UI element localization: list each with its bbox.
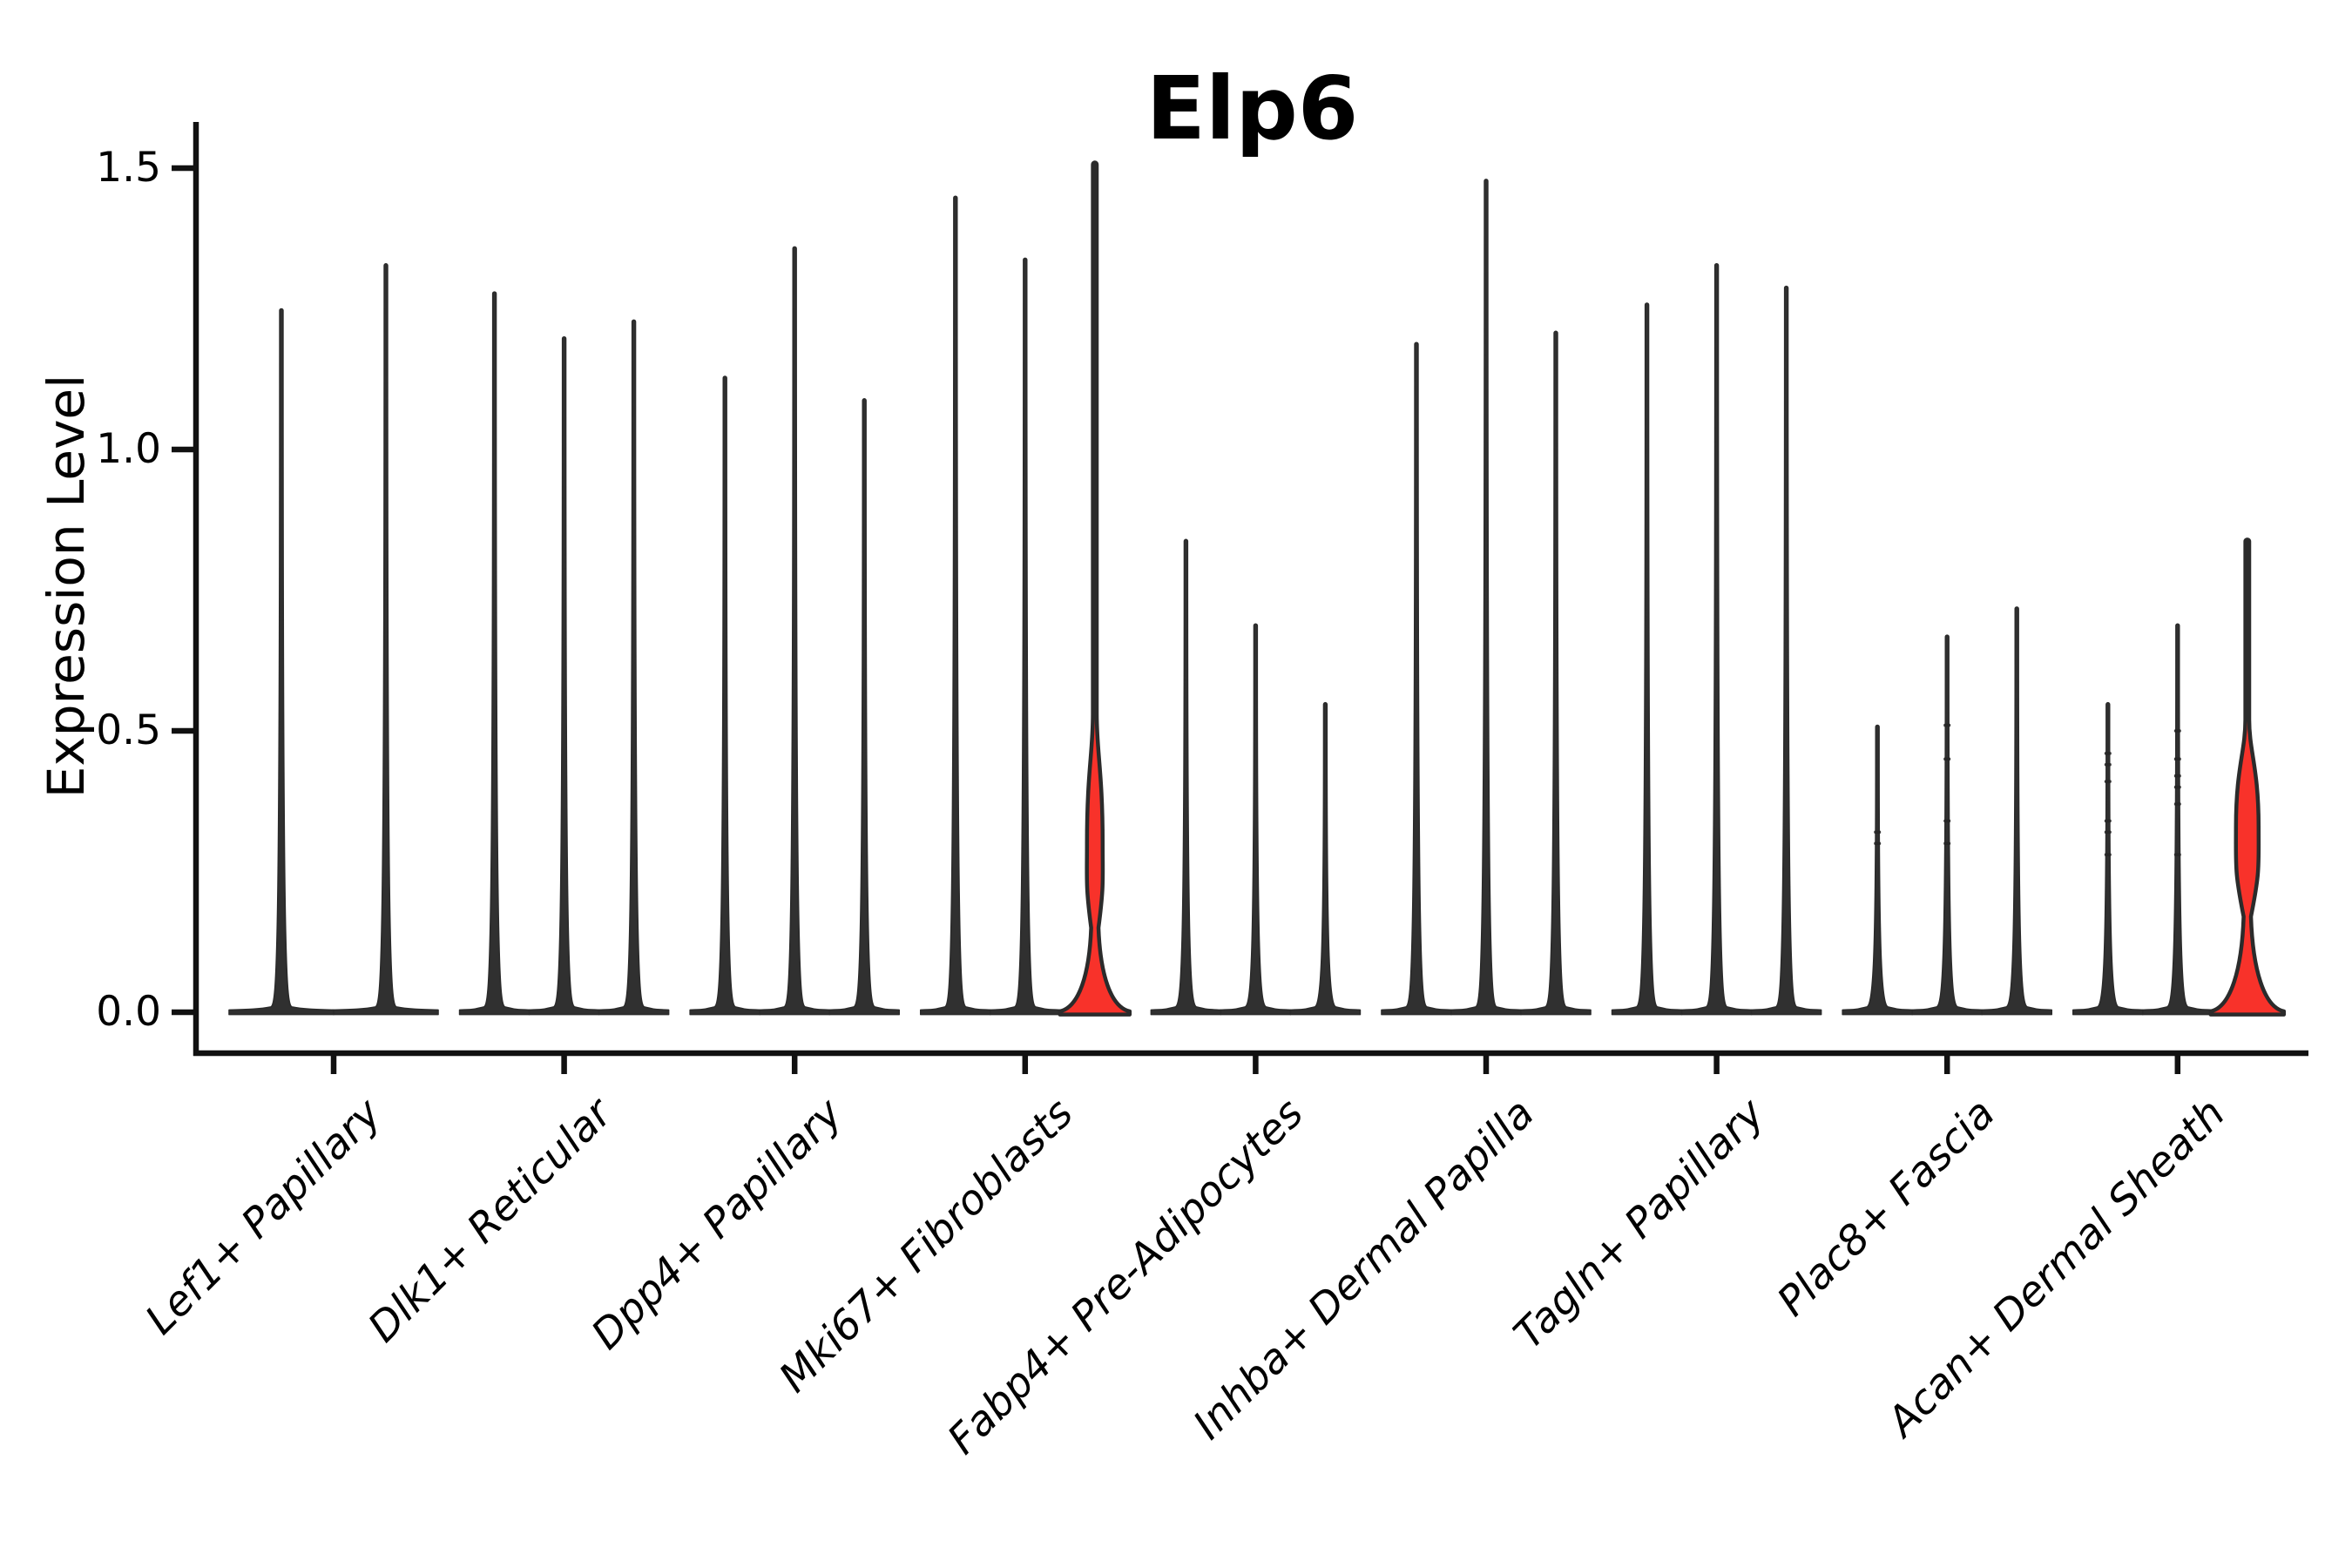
violin (990, 257, 1061, 1016)
violin (1911, 634, 1983, 1016)
knot-mark (2173, 757, 2181, 761)
violin (1611, 302, 1683, 1016)
knot-mark (2104, 819, 2112, 823)
y-tick-label: 0.0 (96, 988, 161, 1036)
violin (689, 375, 760, 1016)
violin-highlighted (1058, 160, 1132, 1017)
knot-mark (2104, 763, 2112, 767)
violin (2142, 623, 2213, 1016)
violin (1220, 623, 1292, 1016)
violin (1680, 263, 1753, 1016)
chart-title: Elp6 (1146, 57, 1359, 159)
y-axis-title: Expression Level (37, 374, 96, 799)
violin (458, 291, 531, 1016)
violin (1381, 341, 1452, 1016)
y-tick-label: 0.5 (96, 706, 161, 754)
violin (528, 336, 600, 1016)
knot-mark (1943, 757, 1951, 761)
knot-mark (2173, 774, 2181, 778)
knot-mark (2173, 729, 2181, 733)
knot-mark (1943, 841, 1951, 845)
violin (920, 195, 991, 1016)
violin (759, 246, 830, 1016)
violin (333, 263, 439, 1016)
violin (1289, 701, 1362, 1016)
violin (828, 398, 900, 1016)
violin (228, 308, 335, 1016)
violin (1981, 606, 2052, 1016)
knot-mark (1943, 819, 1951, 823)
violin (1842, 724, 1913, 1016)
knot-mark (2173, 785, 2181, 789)
knot-mark (2173, 802, 2181, 806)
violin-highlighted (2208, 537, 2287, 1017)
knot-mark (2104, 853, 2112, 856)
violin (2072, 701, 2144, 1016)
knot-mark (2104, 830, 2112, 835)
violin (1150, 538, 1222, 1016)
violin (1750, 285, 1822, 1016)
knot-mark (1874, 830, 1882, 835)
knot-mark (2104, 752, 2112, 755)
violin (1450, 179, 1522, 1016)
y-tick-label: 1.5 (96, 144, 161, 192)
y-tick-label: 1.0 (96, 425, 161, 473)
knot-mark (2104, 780, 2112, 783)
violin (1520, 330, 1592, 1016)
knot-mark (1943, 723, 1951, 727)
violin (598, 319, 670, 1016)
knot-mark (1874, 841, 1882, 845)
knot-mark (2173, 853, 2181, 856)
